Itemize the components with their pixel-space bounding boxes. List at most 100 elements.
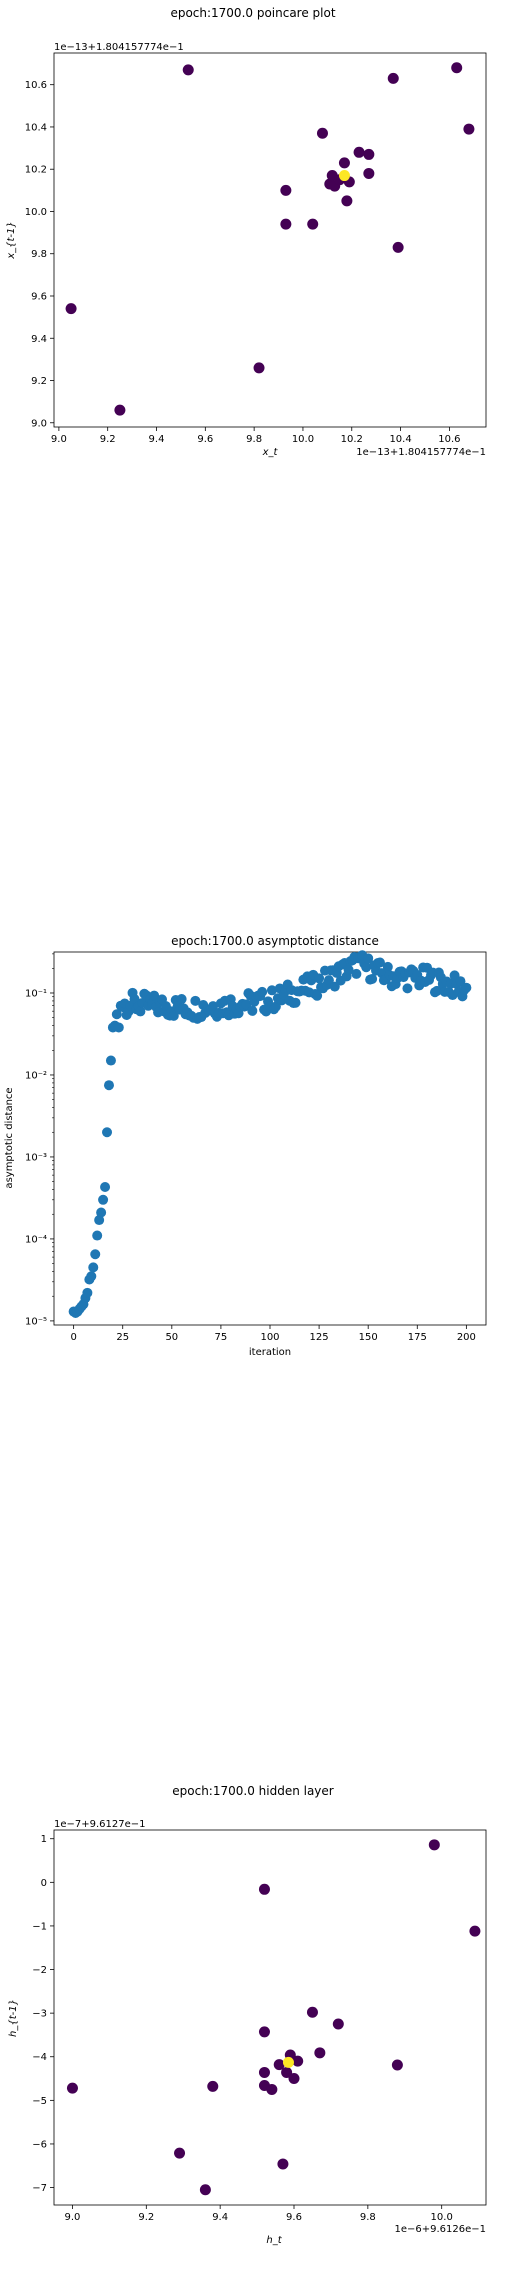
hidden-point [258,2066,270,2078]
poincare-y-ticks: 9.0 9.2 9.4 9.6 9.8 10.0 10.2 10.4 10.6 [25,80,54,429]
hidden-point [391,2059,403,2071]
asymptotic-point [361,962,372,973]
hidden-y-tick-label: −3 [32,2009,47,2020]
hidden-x-tick-label: 9.4 [212,2212,228,2223]
hidden-x-tick-label: 9.8 [360,2212,376,2223]
asymptotic-x-ticks: 0 25 50 75 100 125 150 175 200 [70,1325,476,1343]
hidden-y-offset-label: 1e−7+9.6127e−1 [54,1819,146,1830]
hidden-point [314,2047,326,2059]
hidden-x-tick-label: 9.6 [286,2212,302,2223]
hidden-y-tick-label: 0 [41,1878,47,1889]
asymptotic-point [351,968,362,979]
poincare-point [353,146,365,158]
poincare-plot-chart: epoch:1700.0 poincare plot 1e−13+1.80415… [6,6,487,458]
hidden-x-tick-label: 10.0 [431,2212,453,2223]
hidden-point [277,2158,289,2170]
poincare-y-tick-label: 9.6 [31,291,47,302]
hidden-point [174,2147,186,2159]
asymptotic-point [94,1215,105,1226]
poincare-x-tick-label: 9.6 [197,434,213,445]
hidden-point [306,2006,318,2018]
asymptotic-point [168,1010,179,1021]
asymptotic-point [90,1249,101,1260]
asymptotic-point [113,1022,124,1033]
asymptotic-point [208,1001,219,1012]
hidden-x-tick-label: 9.0 [65,2212,81,2223]
hidden-point [288,2073,300,2085]
asymptotic-y-tick-label: 10⁻⁴ [25,1234,47,1245]
poincare-point [451,62,463,74]
asymptotic-distance-chart: epoch:1700.0 asymptotic distance 0 25 50 75… [4,934,487,1358]
poincare-y-tick-label: 9.0 [31,418,47,429]
asymptotic-point [257,986,268,997]
asymptotic-point [96,1207,107,1218]
hidden-y-label: h_{t-1} [8,1999,19,2037]
poincare-point [363,148,375,160]
asymptotic-point [82,1287,93,1298]
asymptotic-point [290,997,301,1008]
asymptotic-marks [68,950,472,1318]
poincare-x-tick-label: 10.0 [292,434,314,445]
hidden-y-tick-label: −1 [32,1921,47,1932]
hidden-y-tick-label: 1 [41,1834,47,1845]
asymptotic-point [382,961,393,972]
poincare-y-tick-label: 10.0 [25,207,47,218]
poincare-y-tick-label: 9.2 [31,376,47,387]
poincare-point [114,404,126,416]
hidden-y-tick-label: −6 [32,2139,47,2150]
asymptotic-point [266,985,277,996]
hidden-point [207,2080,219,2092]
poincare-y-tick-label: 9.4 [31,334,47,345]
poincare-y-tick-label: 10.6 [25,80,47,91]
hidden-y-tick-label: −2 [32,1965,47,1976]
poincare-point [182,64,194,76]
poincare-point [392,241,404,253]
asymptotic-point [455,976,466,987]
asymptotic-point [431,985,442,996]
asymptotic-x-label: iteration [249,1347,291,1358]
hidden-marks [66,1839,481,2196]
poincare-point [280,184,292,196]
asymptotic-x-tick-label: 100 [260,1332,279,1343]
asymptotic-distance-title: epoch:1700.0 asymptotic distance [171,934,379,948]
asymptotic-point [98,1194,109,1205]
hidden-y-tick-label: −4 [32,2052,47,2063]
poincare-x-tick-label: 10.2 [341,434,363,445]
asymptotic-x-tick-label: 25 [116,1332,129,1343]
hidden-point [428,1839,440,1851]
asymptotic-point [86,1271,97,1282]
poincare-point [338,157,350,169]
poincare-y-tick-label: 10.4 [25,122,47,133]
poincare-x-tick-label: 10.4 [389,434,411,445]
asymptotic-x-tick-label: 50 [165,1332,178,1343]
poincare-point [341,195,353,207]
poincare-marks [65,62,475,416]
poincare-plot-title: epoch:1700.0 poincare plot [170,6,335,20]
hidden-point [258,2026,270,2038]
poincare-y-tick-label: 9.8 [31,249,47,260]
poincare-x-tick-label: 9.0 [51,434,67,445]
hidden-point [469,1925,481,1937]
asymptotic-point [100,1181,111,1192]
hidden-point [66,2082,78,2094]
poincare-y-offset-label: 1e−13+1.804157774e−1 [54,42,184,53]
hidden-point [199,2184,211,2196]
poincare-x-label: x_t [262,447,279,458]
hidden-layer-chart: epoch:1700.0 hidden layer 1e−7+9.6127e−1… [8,1784,487,2246]
asymptotic-point [102,1127,113,1138]
hidden-point [281,2066,293,2078]
asymptotic-point [314,973,325,984]
hidden-point-latest [282,2056,294,2068]
asymptotic-point [402,983,413,994]
poincare-x-tick-label: 9.4 [149,434,165,445]
asymptotic-point [247,1005,258,1016]
poincare-point [280,218,292,230]
asymptotic-point [461,982,472,993]
hidden-x-ticks: 9.0 9.2 9.4 9.6 9.8 10.0 [65,2205,453,2223]
poincare-point [253,362,265,374]
hidden-y-tick-label: −7 [32,2183,47,2194]
asymptotic-point [363,953,374,964]
poincare-y-tick-label: 10.2 [25,165,47,176]
hidden-plot-area [53,1829,487,2206]
asymptotic-y-label: asymptotic distance [4,1087,15,1188]
